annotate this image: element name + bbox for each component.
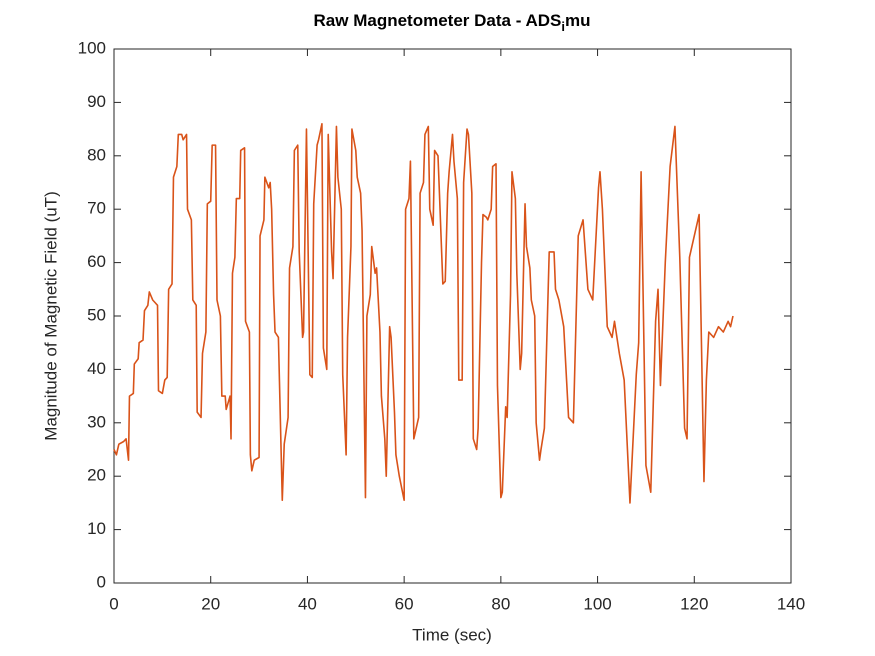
title-text: Raw Magnetometer Data - ADS xyxy=(314,11,562,30)
y-tick-label: 80 xyxy=(87,145,106,164)
y-tick-label: 0 xyxy=(97,572,106,591)
y-tick-label: 60 xyxy=(87,252,106,271)
x-tick-label: 140 xyxy=(777,594,805,613)
title-subscript: i xyxy=(561,19,565,34)
y-tick-label: 20 xyxy=(87,466,106,485)
y-tick-label: 30 xyxy=(87,412,106,431)
x-tick-label: 40 xyxy=(298,594,317,613)
x-tick-label: 0 xyxy=(109,594,118,613)
x-tick-label: 80 xyxy=(491,594,510,613)
x-axis-label: Time (sec) xyxy=(412,625,492,644)
chart-title: Raw Magnetometer Data - ADSimu xyxy=(314,11,591,34)
y-axis-label: Magnitude of Magnetic Field (uT) xyxy=(41,191,60,440)
x-tick-label: 100 xyxy=(583,594,611,613)
x-tick-label: 20 xyxy=(201,594,220,613)
x-tick-label: 60 xyxy=(395,594,414,613)
data-line xyxy=(113,122,734,504)
y-tick-label: 70 xyxy=(87,199,106,218)
x-tick-label: 120 xyxy=(680,594,708,613)
title-suffix: mu xyxy=(565,11,591,30)
y-tick-label: 90 xyxy=(87,92,106,111)
y-tick-label: 10 xyxy=(87,519,106,538)
y-tick-label: 100 xyxy=(78,38,106,57)
y-tick-label: 40 xyxy=(87,359,106,378)
y-tick-label: 50 xyxy=(87,305,106,324)
